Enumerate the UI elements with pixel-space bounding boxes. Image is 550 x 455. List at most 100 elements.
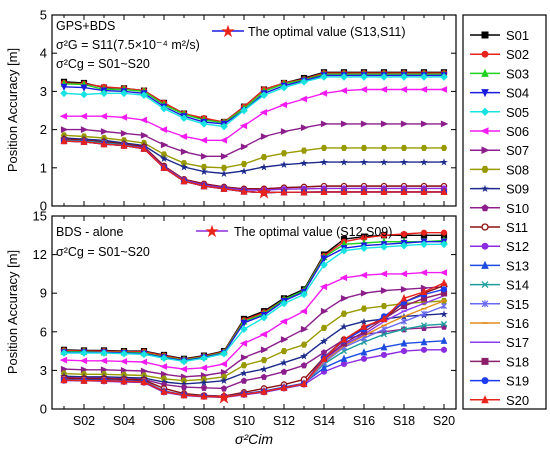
top-data-point: [60, 83, 68, 92]
bottom-data-point: ★: [260, 365, 269, 376]
legend-frame: [462, 14, 547, 410]
top-data-point: [220, 184, 228, 192]
bottom-data-point: [440, 321, 448, 328]
legend-entry-S01: S01: [470, 28, 529, 43]
top-data-point: [440, 73, 448, 81]
legend-label: S11: [506, 220, 528, 235]
legend-label: S02: [506, 47, 529, 62]
bottom-data-point: [340, 294, 349, 302]
bottom-data-point: [80, 349, 88, 357]
top-data-point: [360, 187, 368, 195]
legend-label: S15: [506, 297, 529, 312]
top-data-point: [380, 187, 388, 195]
legend-entry-S15: S15: [470, 297, 529, 312]
top-data-point: [239, 122, 248, 130]
bottom-y-axis-label: Position Accuracy [m]: [5, 250, 20, 374]
bottom-data-point: [420, 337, 428, 346]
bottom-data-point: [120, 367, 129, 374]
bottom-data-point: [180, 357, 188, 366]
top-data-point: [260, 133, 269, 140]
bottom-data-point: [219, 360, 228, 368]
bottom-data-point: ★: [200, 378, 209, 389]
bottom-data-point: [400, 326, 408, 333]
top-data-point: [99, 112, 108, 120]
bottom-data-point: [420, 346, 428, 353]
top-data-point: ★: [440, 158, 449, 169]
top-data-point: [360, 144, 368, 152]
bottom-x-tick-label: S06: [153, 414, 175, 428]
bottom-data-point: ★: [240, 368, 249, 379]
top-series-S09: ★★★★★★★★★★★★★★★★★★★★: [60, 134, 449, 181]
bottom-optimal-legend-star: ★: [204, 222, 219, 241]
top-data-point: [340, 144, 348, 152]
bottom-data-point: ★: [340, 322, 349, 333]
bottom-data-point: [420, 287, 428, 296]
bottom-data-point: [400, 230, 408, 238]
top-data-point: [319, 89, 328, 97]
top-y-tick-label: 3: [40, 84, 47, 99]
top-data-point: ★: [300, 159, 309, 170]
top-data-point: [399, 86, 408, 93]
bottom-data-point: [159, 363, 168, 370]
top-series-line-S03: [63, 73, 444, 124]
legend-entry-S11: S11: [470, 220, 528, 235]
top-data-point: [80, 90, 88, 99]
bottom-y-tick-label: 9: [40, 286, 47, 301]
bottom-data-point: [400, 339, 408, 347]
top-series-line-S02: [63, 72, 444, 123]
top-data-point: [240, 106, 248, 115]
bottom-data-point: [380, 243, 388, 251]
bottom-data-point: [100, 376, 108, 384]
top-data-point: [440, 144, 448, 152]
top-data-point: [260, 188, 268, 196]
legend-swatch-marker: [481, 300, 489, 308]
top-data-point: [340, 187, 348, 195]
legend-label: S16: [506, 316, 529, 331]
bottom-data-point: ★: [400, 312, 409, 323]
legend-label: S19: [506, 374, 529, 389]
top-data-point: [80, 84, 88, 92]
bottom-data-point: [260, 357, 268, 364]
bottom-x-tick-label: S20: [433, 414, 455, 428]
bottom-data-point: [60, 365, 69, 373]
bottom-data-point: [340, 310, 348, 317]
top-y-tick-label: 4: [40, 46, 47, 61]
top-data-point: ★: [400, 158, 409, 169]
legend: S01 S02 S03 S04 S05 S06 S07 S08 ★ S09 S10 S11 S12 S13…: [462, 14, 547, 410]
top-series-line-S01: [63, 71, 444, 123]
bottom-data-point: [160, 354, 168, 362]
top-series-S06: [59, 86, 448, 144]
bottom-data-point: [280, 348, 288, 355]
top-y-tick-label: 5: [40, 8, 47, 23]
bottom-data-point: [340, 335, 348, 343]
top-data-point: [339, 87, 348, 95]
top-data-point: [80, 137, 88, 145]
bottom-data-point: [320, 354, 328, 362]
top-data-point: [219, 136, 228, 144]
legend-entry-S09: ★ S09: [470, 182, 529, 197]
top-data-point: [80, 126, 89, 133]
bottom-x-tick-label: S10: [233, 414, 255, 428]
bottom-data-point: [360, 355, 368, 362]
top-data-point: [200, 163, 208, 171]
top-plot-frame: [51, 14, 457, 207]
bottom-series-line-S02: [63, 231, 444, 361]
top-y-tick-label: 2: [40, 122, 47, 137]
top-series-S07: [60, 120, 449, 160]
bottom-optimal-label: The optimal value (S12,S09): [234, 225, 392, 239]
bottom-data-point: [440, 302, 448, 310]
top-data-point: [200, 120, 208, 128]
top-data-point: [379, 86, 388, 93]
top-data-point: ★: [380, 158, 389, 169]
top-annotation-system: GPS+BDS: [56, 19, 115, 33]
legend-label: S14: [506, 278, 529, 293]
bottom-data-point: [80, 366, 89, 374]
bottom-data-point: [240, 325, 248, 334]
bottom-data-point: [99, 357, 108, 365]
top-data-point: ★: [320, 158, 329, 169]
top-data-point: [220, 152, 229, 160]
top-data-point: [180, 176, 188, 185]
bottom-data-point: [180, 383, 188, 391]
